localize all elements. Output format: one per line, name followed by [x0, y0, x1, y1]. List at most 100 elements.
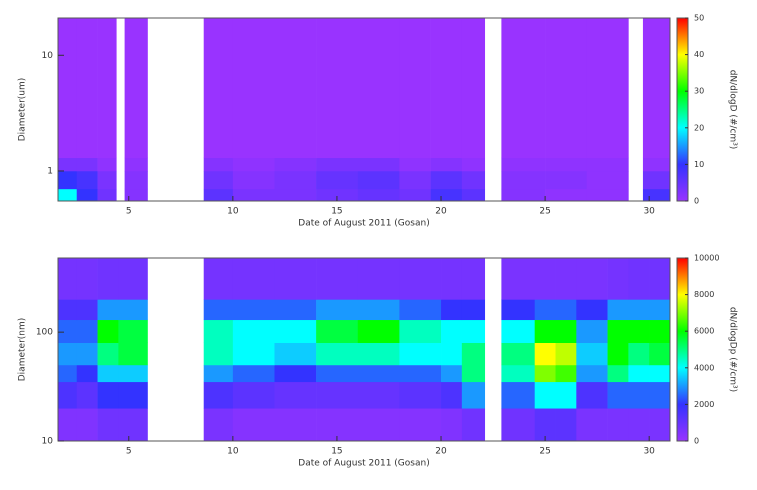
- heat-cell: [607, 319, 629, 344]
- heat-cell: [232, 188, 275, 202]
- heat-cell: [399, 299, 442, 321]
- heat-cell: [124, 157, 148, 172]
- x-tick-label: 30: [643, 447, 655, 457]
- heat-cell: [501, 157, 546, 172]
- heat-cell: [357, 157, 400, 172]
- heat-cell: [76, 381, 98, 409]
- heat-cell: [576, 319, 608, 344]
- heat-cell: [628, 408, 650, 442]
- heat-cell: [232, 18, 275, 159]
- heat-cell: [649, 381, 671, 409]
- y-tick-label: 1: [47, 166, 53, 176]
- heat-cell: [58, 342, 78, 366]
- heat-cell: [274, 170, 317, 190]
- heat-cell: [274, 408, 317, 442]
- colorbar-tick-label: 0: [694, 437, 699, 446]
- heat-cell: [203, 364, 234, 383]
- heat-cell: [316, 157, 359, 172]
- heat-cell: [232, 342, 275, 366]
- heat-cell: [118, 342, 148, 366]
- colorbar: [676, 257, 689, 442]
- heat-cell: [357, 18, 400, 159]
- heat-cell: [607, 258, 629, 300]
- heat-cell: [461, 18, 486, 159]
- heat-cell: [316, 342, 359, 366]
- heat-cell: [232, 258, 275, 300]
- heat-cell: [274, 18, 317, 159]
- heat-cell: [586, 188, 629, 202]
- heat-cell: [555, 408, 577, 442]
- heat-cell: [274, 381, 317, 409]
- x-tick-label: 25: [539, 447, 550, 457]
- heat-cell: [534, 408, 556, 442]
- heat-cell: [501, 258, 535, 300]
- heat-cell: [97, 188, 117, 202]
- heat-cell: [316, 170, 359, 190]
- heat-cell: [642, 170, 671, 190]
- heat-cell: [642, 157, 671, 172]
- heat-cell: [607, 381, 629, 409]
- heat-cell: [576, 342, 608, 366]
- heat-cell: [76, 258, 98, 300]
- heat-cell: [274, 299, 317, 321]
- heat-cell: [97, 342, 119, 366]
- heat-cell: [501, 18, 546, 159]
- heat-cell: [576, 364, 608, 383]
- heat-cell: [628, 342, 650, 366]
- heat-cell: [430, 157, 463, 172]
- heat-cell: [316, 319, 359, 344]
- y-axis-label: Diameter(um): [18, 78, 28, 142]
- heat-cell: [545, 188, 588, 202]
- heat-cell: [534, 342, 556, 366]
- heat-cell: [576, 299, 608, 321]
- heat-cell: [534, 258, 556, 300]
- heat-cell: [316, 18, 359, 159]
- heat-cell: [118, 408, 148, 442]
- heat-cell: [58, 364, 78, 383]
- heat-cell: [399, 18, 431, 159]
- heat-cell: [76, 170, 98, 190]
- colorbar-tick-label: 40: [694, 50, 704, 59]
- y-axis-label: Diameter(nm): [18, 318, 28, 382]
- plot-frame: [57, 257, 671, 442]
- heat-cell: [58, 319, 78, 344]
- heat-cell: [555, 299, 577, 321]
- heat-cell: [58, 188, 78, 202]
- heat-cell: [97, 258, 119, 300]
- x-tick-label: 15: [331, 447, 342, 457]
- heat-cell: [274, 364, 317, 383]
- x-axis-label: Date of August 2011 (Gosan): [298, 459, 429, 469]
- heat-cell: [461, 319, 486, 344]
- heat-cell: [441, 408, 463, 442]
- heat-cell: [203, 408, 234, 442]
- heat-cell: [76, 319, 98, 344]
- heat-cell: [501, 342, 535, 366]
- heat-cell: [555, 342, 577, 366]
- heat-cell: [649, 319, 671, 344]
- heat-cell: [316, 381, 359, 409]
- x-tick-label: 25: [539, 207, 550, 217]
- heat-cell: [124, 18, 148, 159]
- heat-cell: [399, 188, 431, 202]
- heat-cell: [58, 408, 78, 442]
- heat-cell: [628, 364, 650, 383]
- heat-cell: [357, 258, 400, 300]
- heat-cell: [501, 319, 535, 344]
- heat-cell: [357, 381, 400, 409]
- heat-cell: [649, 258, 671, 300]
- heat-cell: [430, 18, 463, 159]
- heat-cell: [118, 364, 148, 383]
- heat-cell: [357, 319, 400, 344]
- heat-cell: [124, 170, 148, 190]
- heat-cell: [628, 299, 650, 321]
- heat-cell: [399, 157, 431, 172]
- heat-cell: [441, 364, 463, 383]
- x-tick-label: 10: [227, 207, 239, 217]
- heat-cell: [76, 342, 98, 366]
- heat-cell: [58, 18, 78, 159]
- heat-cell: [545, 18, 588, 159]
- heat-cell: [97, 299, 119, 321]
- colorbar: [676, 17, 689, 202]
- heat-cell: [357, 299, 400, 321]
- heat-cell: [203, 188, 234, 202]
